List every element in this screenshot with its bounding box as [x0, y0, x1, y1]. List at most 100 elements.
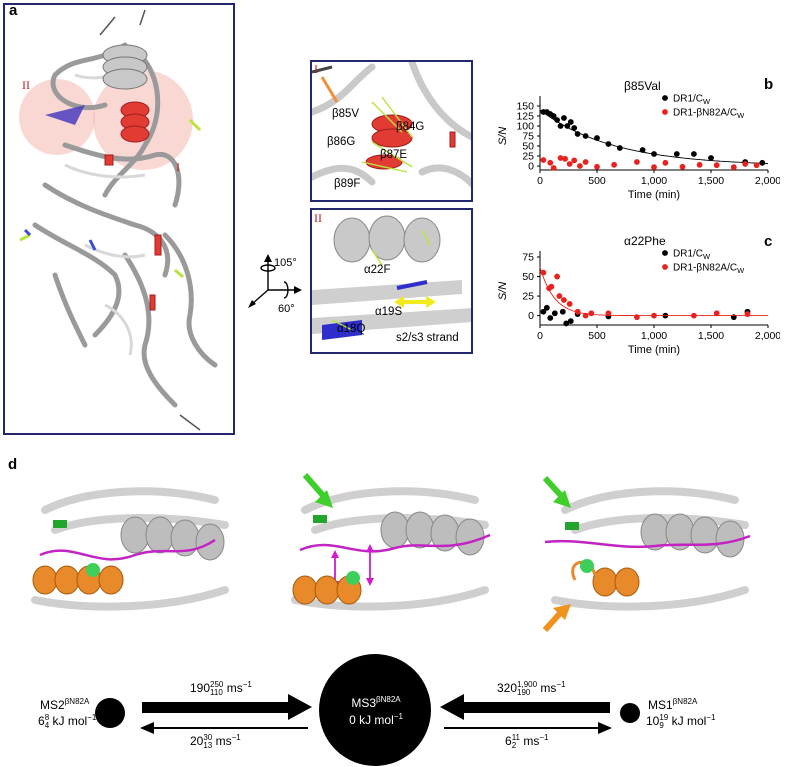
chartb-point-s0 — [651, 151, 657, 157]
chartc-xtick-label: 0 — [537, 330, 543, 342]
chartc-point-s1 — [691, 312, 697, 319]
chartb-point-s0 — [550, 113, 557, 119]
region-II-label: II — [22, 78, 30, 92]
inset-II-structure — [312, 215, 471, 340]
chartb-point-s1 — [679, 163, 686, 170]
inset-II-label: II — [314, 211, 322, 225]
chartb-point-s1 — [713, 162, 720, 169]
panel-a-label: a — [9, 2, 18, 19]
inset-I-structure — [312, 62, 471, 188]
chartc-point-s1 — [588, 310, 595, 317]
chartc-point-s1 — [540, 269, 547, 276]
chartc-point-s1 — [605, 310, 612, 317]
rate-ms2-to-ms3: 190 250 110 ms−1 — [190, 679, 252, 697]
chartb-point-s1 — [540, 157, 547, 163]
rate-ms3-to-ms1: 6 11 2 ms−1 — [505, 732, 549, 750]
chartc-ylabel: S/N — [497, 282, 509, 300]
chartb-legend-label-0: DR1/CW — [673, 94, 711, 107]
residue-b86g: β86G — [327, 136, 356, 148]
chartb-point-s1 — [634, 159, 640, 165]
chartb-title: β85Val — [624, 80, 661, 93]
structure-ms2 — [31, 487, 229, 611]
chartb-legend-marker-1 — [662, 109, 668, 115]
chartb-legend-label-1: DR1-βN82A/CW — [673, 108, 745, 121]
protein-structure-overview — [19, 9, 218, 431]
chartc-point-s0 — [567, 318, 574, 324]
residue-a18q: α18Q — [337, 323, 366, 335]
chartb-point-s1 — [547, 159, 554, 166]
chartc-ytick-label: 25 — [522, 291, 534, 303]
chartb-point-s0 — [557, 123, 564, 129]
kinetic-scheme — [95, 654, 640, 766]
chartc-point-s0 — [540, 308, 547, 315]
residue-b85v: β85V — [332, 108, 360, 120]
ms2-label: MS2βN82A — [40, 697, 90, 712]
residue-a19s: α19S — [375, 306, 403, 318]
chartb-point-s1 — [582, 159, 589, 165]
inset-I-label: I — [314, 62, 318, 76]
rotation-105-label: 105° — [274, 257, 297, 269]
ms3-label: MS3βN82A — [351, 695, 401, 710]
chartb-point-s1 — [550, 165, 557, 171]
chartc-ytick-label: 75 — [522, 252, 534, 264]
rotation-axes-icon — [248, 254, 302, 308]
chartb-legend-marker-0 — [662, 95, 668, 101]
chartb-ytick-label: 125 — [516, 111, 534, 123]
chartb-point-s1 — [696, 161, 703, 168]
chartc-point-s1 — [634, 314, 640, 321]
chartc-point-s1 — [713, 310, 720, 317]
chartb-point-s1 — [611, 161, 617, 168]
chartb-point-s0 — [571, 125, 578, 131]
chartc-point-s1 — [582, 312, 589, 319]
ms2-state-circle — [95, 698, 125, 728]
chartb-point-s1 — [730, 164, 737, 171]
residue-b84g: β84G — [396, 121, 425, 133]
chartc-legend-marker-1 — [662, 264, 668, 270]
chartc-point-s1 — [561, 297, 567, 303]
chartb-point-s0 — [561, 115, 567, 121]
chartc-point-s1 — [744, 311, 751, 317]
panel-b-label: b — [764, 76, 774, 93]
chartb-point-s0 — [582, 133, 589, 139]
chartc-xtick-label: 2,000 — [755, 330, 780, 342]
rotation-60-label: 60° — [278, 303, 295, 315]
structure-ms1 — [542, 475, 751, 633]
chart-c: α22Phe 0 25 50 75 0 500 1,000 1,500 2,000 Time (mi… — [497, 235, 780, 356]
chartc-xtick-label: 500 — [588, 330, 606, 342]
chartb-point-s1 — [594, 163, 600, 170]
chartc-legend-label-0: DR1/CW — [673, 249, 711, 262]
chartc-xlabel: Time (min) — [628, 344, 680, 356]
chartc-point-s1 — [554, 273, 560, 280]
chartb-xtick-label: 500 — [588, 175, 606, 187]
chartc-point-s0 — [563, 320, 570, 327]
rate-ms3-to-ms2: 20 30 13 ms−1 — [190, 732, 241, 750]
chartb-ytick-label: 50 — [522, 141, 534, 153]
region-I-label: I — [176, 160, 180, 174]
ms3-state-circle — [319, 654, 431, 766]
chartb-point-s1 — [557, 155, 564, 161]
chartb-point-s1 — [753, 162, 760, 169]
inset-II-frame — [310, 208, 473, 354]
chartc-ytick-label: 50 — [522, 271, 534, 283]
chartb-point-s1 — [571, 157, 578, 164]
chartc-legend-marker-0 — [662, 250, 668, 256]
residue-b89f: β89F — [334, 178, 361, 190]
chartc-xtick-label: 1,500 — [698, 330, 724, 342]
chartc-point-s1 — [548, 283, 555, 290]
ms1-energy: 10 19 9 kJ mol−1 — [646, 712, 716, 730]
chartc-title: α22Phe — [624, 235, 666, 248]
residue-a22f: α22F — [364, 264, 391, 276]
chartb-point-s1 — [662, 159, 669, 166]
chartb-ytick-label: 100 — [516, 121, 534, 133]
chartc-point-s1 — [556, 293, 563, 299]
ms3-energy: 0 kJ mol−1 — [349, 712, 403, 727]
chartb-xtick-label: 1,000 — [641, 175, 667, 187]
chartc-point-s0 — [551, 310, 558, 317]
chartb-point-s1 — [566, 161, 573, 167]
chartc-point-s1 — [566, 300, 573, 307]
chartb-point-s0 — [673, 151, 680, 157]
rate-ms1-to-ms3: 320 1,900 190 ms−1 — [497, 679, 566, 697]
chartb-point-s0 — [567, 119, 574, 125]
chartb-point-s0 — [691, 151, 697, 157]
